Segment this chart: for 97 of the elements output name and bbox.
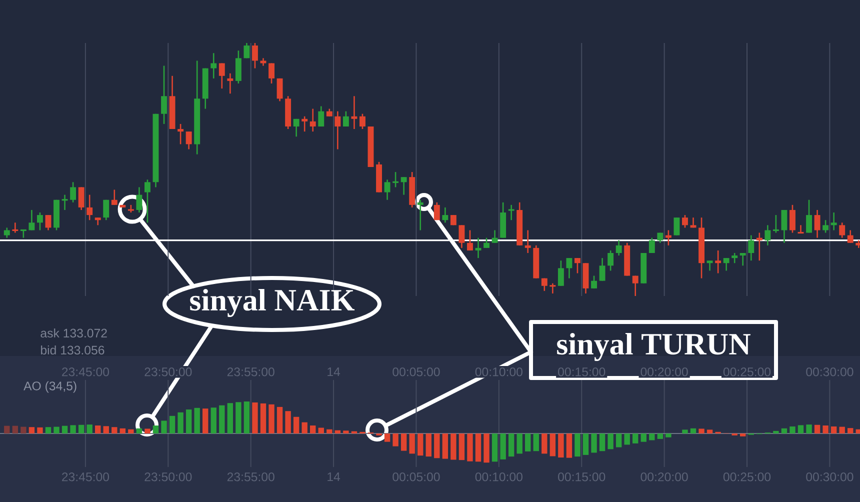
bar <box>806 424 812 434</box>
bar <box>582 434 589 455</box>
bar <box>112 427 118 434</box>
bar <box>293 416 300 434</box>
bar <box>657 434 664 439</box>
bar <box>276 406 283 434</box>
chart-title: AO (34,5) <box>24 381 76 393</box>
bar <box>856 429 860 434</box>
bar <box>310 426 316 434</box>
bar <box>599 434 606 452</box>
bar <box>458 434 465 460</box>
bar <box>450 434 456 460</box>
bar <box>334 430 341 434</box>
bar <box>640 434 646 442</box>
bar <box>20 426 26 434</box>
bar <box>202 408 208 434</box>
bar <box>814 424 820 434</box>
bar <box>62 426 68 434</box>
bar <box>70 425 76 434</box>
bar <box>244 402 250 434</box>
bar <box>95 426 101 434</box>
bar <box>210 408 216 434</box>
bar <box>54 426 60 434</box>
bar <box>161 420 167 434</box>
bar <box>318 428 324 434</box>
bar <box>37 427 43 434</box>
bar <box>666 434 672 438</box>
bar <box>426 434 432 457</box>
bar <box>566 434 572 458</box>
bar <box>103 426 109 434</box>
bar <box>400 434 407 451</box>
bar <box>152 426 159 434</box>
bar <box>682 430 688 434</box>
bar <box>86 424 92 434</box>
bar <box>186 410 192 434</box>
bar <box>848 428 854 434</box>
bar <box>475 434 482 462</box>
bar <box>219 405 225 434</box>
bar <box>574 434 580 457</box>
bar <box>326 429 332 434</box>
bar <box>839 426 845 434</box>
bar <box>128 429 134 434</box>
bar <box>516 434 522 454</box>
bar <box>442 434 448 459</box>
bar <box>616 434 622 448</box>
bar <box>302 422 308 434</box>
text: bid 133.056 <box>40 345 104 355</box>
text: sinyal TURUN <box>557 332 750 362</box>
bar <box>624 434 630 445</box>
bar <box>790 426 796 434</box>
bar <box>533 434 539 452</box>
bar <box>260 403 266 434</box>
bar <box>781 428 788 434</box>
bar <box>227 403 234 434</box>
bar <box>252 402 258 434</box>
bar <box>632 434 638 444</box>
bar <box>12 426 18 434</box>
bar <box>822 426 828 434</box>
bar <box>169 416 176 434</box>
bar <box>4 426 10 434</box>
bar <box>343 430 349 434</box>
bar <box>120 428 126 434</box>
bar <box>467 434 473 462</box>
bar <box>392 434 398 446</box>
bar <box>740 434 746 436</box>
bar <box>28 427 35 434</box>
bar <box>268 404 274 434</box>
bar <box>178 412 184 434</box>
bar <box>773 430 779 434</box>
bar <box>698 428 704 434</box>
bar <box>649 434 655 440</box>
bar <box>144 428 150 434</box>
bar <box>285 411 291 434</box>
bar <box>525 434 531 452</box>
bar <box>418 434 424 456</box>
bar <box>236 402 242 434</box>
bar <box>508 434 514 457</box>
bar <box>608 434 614 450</box>
bar <box>550 434 556 456</box>
bar <box>500 434 506 460</box>
bar <box>591 434 597 453</box>
bar <box>706 430 713 434</box>
bar <box>558 434 564 458</box>
bar <box>830 426 837 434</box>
bar <box>542 434 548 454</box>
text: ask 133.072 <box>40 328 107 338</box>
bar <box>384 434 390 442</box>
bar <box>45 427 52 434</box>
bar <box>484 434 490 463</box>
bar <box>78 424 84 434</box>
bar <box>690 428 696 434</box>
bar <box>136 428 142 434</box>
bar <box>492 434 498 462</box>
bar <box>409 434 415 454</box>
bar <box>434 434 440 458</box>
bar <box>194 408 200 434</box>
bar <box>798 425 804 434</box>
